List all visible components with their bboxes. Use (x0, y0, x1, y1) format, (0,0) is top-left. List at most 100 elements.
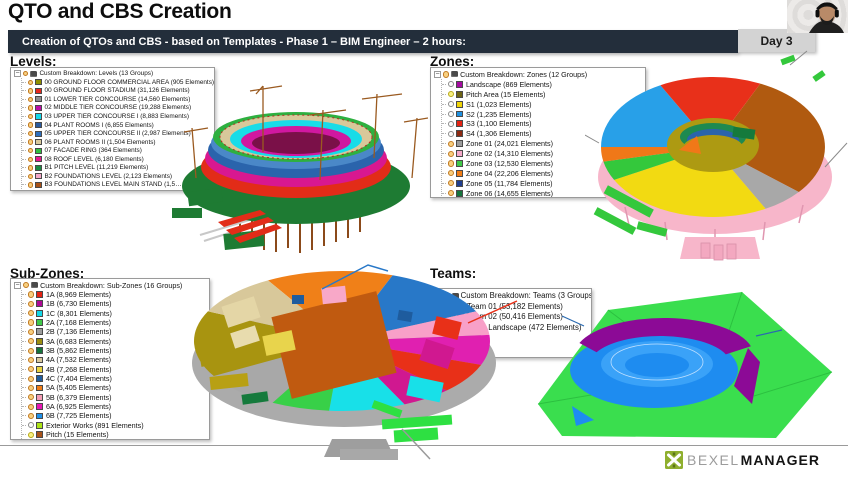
collapse-icon[interactable]: − (14, 281, 21, 289)
legend-item-row[interactable]: S3 (1,100 Elements) (442, 119, 645, 129)
item-visibility-icon[interactable] (448, 140, 455, 147)
legend-item-row[interactable]: B3 FOUNDATIONS LEVEL MAIN STAND (1,5… El… (22, 181, 214, 190)
legend-item-row[interactable]: Zone 02 (14,310 Elements) (442, 149, 645, 159)
item-visibility-icon[interactable] (28, 319, 35, 326)
tree-root-row-levels[interactable]: − Custom Breakdown: Levels (13 Groups) (14, 70, 214, 79)
legend-item-row[interactable]: Zone 01 (24,021 Elements) (442, 139, 645, 149)
presenter-webcam-thumbnail[interactable] (787, 0, 848, 33)
item-visibility-icon[interactable] (28, 422, 35, 429)
legend-item-row[interactable]: 3A (6,683 Elements) (22, 337, 209, 346)
item-visibility-icon[interactable] (28, 394, 35, 401)
item-visibility-icon[interactable] (448, 130, 455, 137)
legend-item-row[interactable]: S1 (1,023 Elements) (442, 99, 645, 109)
item-visibility-icon[interactable] (448, 160, 455, 167)
item-visibility-icon[interactable] (28, 403, 35, 410)
legend-item-label: B1 PITCH LEVEL (11,219 Elements) (44, 164, 149, 172)
legend-item-row[interactable]: B2 FOUNDATIONS LEVEL (2,123 Elements) (22, 172, 214, 181)
item-visibility-icon[interactable] (448, 91, 455, 98)
item-visibility-icon[interactable] (28, 156, 34, 162)
levels-3d-model-render (172, 85, 428, 253)
item-visibility-icon[interactable] (448, 110, 455, 118)
item-visibility-icon[interactable] (448, 120, 455, 127)
item-visibility-icon[interactable] (28, 347, 35, 354)
legend-item-row[interactable]: 6B (7,725 Elements) (22, 411, 209, 420)
legend-item-row[interactable]: Pitch Area (15 Elements) (442, 89, 645, 99)
legend-item-row[interactable]: 03 UPPER TIER CONCOURSE I (8,883 Element… (22, 112, 214, 121)
legend-item-row[interactable]: Zone 03 (12,530 Elements) (442, 159, 645, 169)
group-visibility-icon[interactable] (443, 71, 450, 78)
item-visibility-icon[interactable] (28, 328, 35, 335)
item-visibility-icon[interactable] (28, 182, 34, 188)
legend-item-label: Exterior Works (891 Elements) (45, 420, 144, 430)
legend-item-row[interactable]: 01 LOWER TIER CONCOURSE (14,560 Elements… (22, 95, 214, 104)
section-label-subzones: Sub-Zones: (10, 266, 85, 281)
collapse-icon[interactable]: − (14, 70, 21, 78)
color-swatch (36, 337, 43, 345)
legend-item-row[interactable]: 2A (7,168 Elements) (22, 318, 209, 327)
legend-item-row[interactable]: 1C (8,301 Elements) (22, 309, 209, 318)
subtitle-bar: Creation of QTOs and CBS - based on Temp… (8, 30, 738, 53)
legend-item-row[interactable]: 02 MIDDLE TIER CONCOURSE (19,288 Element… (22, 104, 214, 113)
legend-item-row[interactable]: 5A (5,405 Elements) (22, 383, 209, 392)
legend-item-row[interactable]: 05 UPPER TIER CONCOURSE II (2,987 Elemen… (22, 129, 214, 138)
legend-item-row[interactable]: Pitch (15 Elements) (22, 430, 209, 439)
color-swatch (456, 100, 463, 108)
legend-item-row[interactable]: 4A (7,532 Elements) (22, 355, 209, 364)
legend-item-row[interactable]: 1B (6,730 Elements) (22, 299, 209, 308)
item-visibility-icon[interactable] (448, 150, 455, 157)
item-visibility-icon[interactable] (28, 310, 35, 317)
legend-item-row[interactable]: Zone 05 (11,784 Elements) (442, 178, 645, 188)
item-visibility-icon[interactable] (28, 366, 35, 373)
item-visibility-icon[interactable] (28, 291, 35, 298)
group-visibility-icon[interactable] (23, 71, 29, 77)
item-visibility-icon[interactable] (28, 173, 34, 180)
legend-item-row[interactable]: Zone 04 (22,206 Elements) (442, 168, 645, 178)
item-visibility-icon[interactable] (448, 101, 455, 108)
group-visibility-icon[interactable] (23, 282, 30, 289)
legend-item-row[interactable]: 4C (7,404 Elements) (22, 374, 209, 383)
legend-item-row[interactable]: S2 (1,235 Elements) (442, 109, 645, 119)
item-visibility-icon[interactable] (28, 105, 34, 111)
legend-item-row[interactable]: 06 PLANT ROOMS II (1,504 Elements) (22, 138, 214, 147)
legend-item-row[interactable]: 00 GROUND FLOOR STADIUM (31,126 Elements… (22, 87, 214, 96)
item-visibility-icon[interactable] (28, 88, 34, 94)
legend-item-row[interactable]: B1 PITCH LEVEL (11,219 Elements) (22, 164, 214, 173)
legend-item-row[interactable]: 07 FACADE RING (364 Elements) (22, 146, 214, 155)
item-visibility-icon[interactable] (28, 122, 34, 128)
item-visibility-icon[interactable] (28, 139, 34, 145)
legend-item-row[interactable]: 5B (6,379 Elements) (22, 393, 209, 402)
item-visibility-icon[interactable] (28, 384, 35, 391)
legend-item-row[interactable]: Landscape (869 Elements) (442, 79, 645, 89)
legend-item-label: 03 UPPER TIER CONCOURSE I (8,883 Element… (44, 113, 189, 120)
legend-item-row[interactable]: 3B (5,862 Elements) (22, 346, 209, 355)
legend-item-row[interactable]: 1A (8,969 Elements) (22, 290, 209, 299)
legend-item-row[interactable]: S4 (1,306 Elements) (442, 129, 645, 139)
item-visibility-icon[interactable] (28, 79, 34, 86)
item-visibility-icon[interactable] (28, 113, 34, 120)
item-visibility-icon[interactable] (28, 165, 34, 171)
legend-item-row[interactable]: 6A (6,925 Elements) (22, 402, 209, 411)
tree-root-row-zones[interactable]: − Custom Breakdown: Zones (12 Groups) (434, 70, 645, 80)
item-visibility-icon[interactable] (448, 190, 455, 197)
item-visibility-icon[interactable] (448, 81, 455, 88)
item-visibility-icon[interactable] (28, 96, 34, 103)
item-visibility-icon[interactable] (28, 375, 35, 382)
item-visibility-icon[interactable] (28, 300, 35, 307)
item-visibility-icon[interactable] (28, 431, 35, 438)
legend-item-row[interactable]: Exterior Works (891 Elements) (22, 421, 209, 430)
legend-item-row[interactable]: 00 GROUND FLOOR COMMERCIAL AREA (905 Ele… (22, 78, 214, 87)
item-visibility-icon[interactable] (28, 338, 35, 345)
item-visibility-icon[interactable] (28, 356, 35, 363)
legend-item-row[interactable]: 2B (7,136 Elements) (22, 327, 209, 336)
legend-item-row[interactable]: 4B (7,268 Elements) (22, 365, 209, 374)
item-visibility-icon[interactable] (448, 170, 455, 177)
item-visibility-icon[interactable] (448, 180, 455, 187)
legend-item-row[interactable]: 04 PLANT ROOMS I (6,855 Elements) (22, 121, 214, 130)
legend-item-row[interactable]: 08 ROOF LEVEL (6,180 Elements) (22, 155, 214, 164)
tree-root-row-subzones[interactable]: − Custom Breakdown: Sub-Zones (16 Groups… (14, 281, 209, 290)
legend-item-row[interactable]: Zone 06 (14,655 Elements) (442, 188, 645, 197)
item-visibility-icon[interactable] (28, 130, 34, 137)
item-visibility-icon[interactable] (28, 147, 34, 154)
collapse-icon[interactable]: − (434, 70, 441, 78)
item-visibility-icon[interactable] (28, 412, 35, 420)
